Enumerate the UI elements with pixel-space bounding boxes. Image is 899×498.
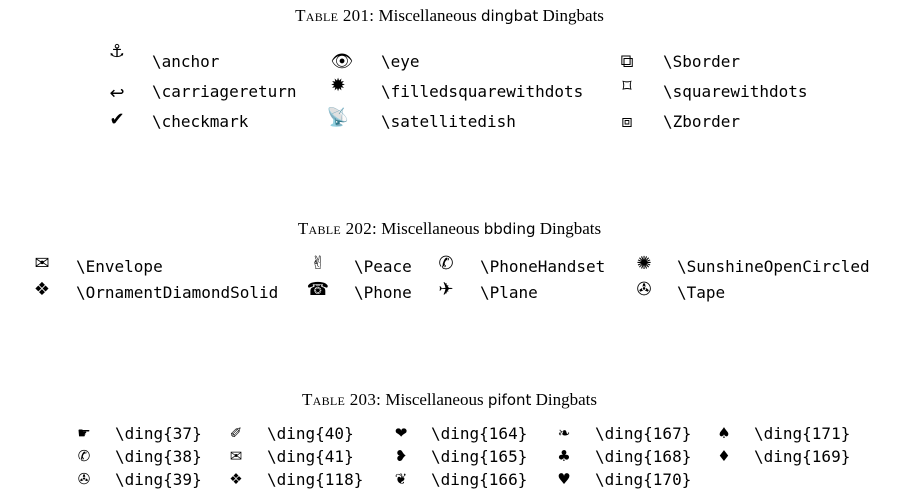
phone-icon: ☎	[306, 279, 330, 300]
peace-icon: ✌	[310, 253, 326, 274]
envelope-icon: ✉	[229, 447, 243, 465]
command-name: \ding{171}	[754, 424, 851, 443]
caption-text: Dingbats	[539, 219, 602, 238]
command-name: \PhoneHandset	[480, 257, 606, 276]
spade-icon: ♠	[717, 424, 731, 442]
table-label: Table 201:	[295, 6, 375, 25]
command-name: \ding{40}	[267, 424, 354, 443]
command-name: \Tape	[677, 283, 726, 302]
s-border-icon: ⧉	[620, 51, 634, 72]
diamond-icon: ♦	[717, 447, 731, 465]
command-name: \Phone	[354, 283, 412, 302]
command-name: \Plane	[480, 283, 538, 302]
eye-icon: 👁	[330, 51, 354, 72]
command-name: \Peace	[354, 257, 412, 276]
command-name: \OrnamentDiamondSolid	[76, 283, 279, 302]
anchor-icon: ⚓	[108, 41, 126, 62]
phone-handset-icon: ✆	[438, 253, 454, 274]
command-name: \ding{118}	[267, 470, 364, 489]
sunshine-open-circled-icon: ✺	[636, 253, 652, 274]
command-name: \ding{169}	[754, 447, 851, 466]
command-name: \ding{41}	[267, 447, 354, 466]
caption-text: Miscellaneous	[381, 219, 480, 238]
hand-pointer-icon: ☛	[77, 424, 91, 442]
command-name: \Zborder	[663, 112, 741, 131]
tape-drive-icon: ✇	[77, 470, 91, 488]
command-name: \squarewithdots	[663, 82, 808, 101]
envelope-icon: ✉	[34, 253, 50, 274]
command-name: \anchor	[152, 52, 220, 71]
plane-icon: ✈	[438, 279, 454, 300]
floral-heart-icon: ❧	[557, 424, 571, 442]
command-name: \ding{168}	[595, 447, 692, 466]
phone-handset-icon: ✆	[77, 447, 91, 465]
command-name: \carriagereturn	[152, 82, 297, 101]
carriage-return-icon: ↩	[109, 83, 125, 104]
package-name: pifont	[487, 391, 532, 409]
caption-text: Miscellaneous	[378, 6, 477, 25]
command-name: \SunshineOpenCircled	[677, 257, 870, 276]
command-name: \eye	[381, 52, 420, 71]
table-caption-202: Table 202: Miscellaneous bbding Dingbats	[0, 219, 899, 239]
floral-heart-bullet-icon: ❦	[394, 470, 408, 488]
table-caption-203: Table 203: Miscellaneous pifont Dingbats	[0, 390, 899, 410]
tape-icon: ✇	[636, 279, 652, 300]
command-name: \ding{39}	[115, 470, 202, 489]
command-name: \ding{170}	[595, 470, 692, 489]
command-name: \Sborder	[663, 52, 741, 71]
black-diamond-minus-white-x-icon: ❖	[229, 470, 243, 488]
caption-text: Dingbats	[535, 390, 598, 409]
command-name: \filledsquarewithdots	[381, 82, 584, 101]
filled-square-with-dots-icon: ✹	[330, 75, 346, 96]
satellite-dish-icon: 📡	[326, 107, 350, 128]
command-name: \satellitedish	[381, 112, 516, 131]
table-label: Table 202:	[297, 219, 378, 238]
command-name: \ding{38}	[115, 447, 202, 466]
command-name: \Envelope	[76, 257, 163, 276]
heart-suit-icon: ♥	[557, 470, 571, 488]
table-caption-201: Table 201: Miscellaneous dingbat Dingbat…	[0, 6, 899, 26]
table-label: Table 203:	[301, 390, 382, 409]
checkmark-icon: ✔	[109, 109, 125, 130]
package-name: bbding	[483, 220, 536, 238]
command-name: \ding{37}	[115, 424, 202, 443]
caption-text: Dingbats	[542, 6, 604, 25]
command-name: \ding{167}	[595, 424, 692, 443]
rotated-heart-icon: ❥	[394, 447, 408, 465]
command-name: \ding{165}	[431, 447, 528, 466]
command-name: \ding{166}	[431, 470, 528, 489]
ornament-diamond-solid-icon: ❖	[33, 279, 51, 300]
command-name: \checkmark	[152, 112, 249, 131]
heart-icon: ❤	[394, 424, 408, 442]
club-icon: ♣	[557, 447, 571, 465]
command-name: \ding{164}	[431, 424, 528, 443]
caption-text: Miscellaneous	[385, 390, 484, 409]
package-name: dingbat	[480, 7, 539, 25]
z-border-icon: ⧈	[621, 111, 633, 132]
square-with-dots-icon: ⌑	[622, 76, 632, 97]
pencil-icon: ✐	[229, 424, 243, 442]
